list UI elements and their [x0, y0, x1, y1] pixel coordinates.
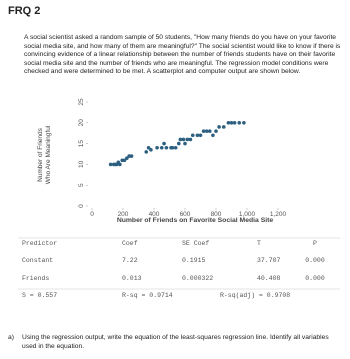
point: [226, 121, 231, 125]
y-tick-label: 5: [78, 183, 85, 187]
point: [242, 121, 246, 125]
table-cell: SE Coef: [182, 240, 209, 247]
point: [129, 154, 134, 158]
table-cell: Constant: [22, 257, 53, 264]
point: [155, 145, 159, 150]
point: [229, 121, 234, 125]
x-axis-title: Number of Friends on Favorite Social Med…: [117, 217, 274, 224]
y-tick-label: 20: [78, 119, 85, 127]
point: [237, 121, 242, 125]
table-cell: 0.013: [122, 275, 142, 282]
table-cell: Predictor: [22, 240, 57, 247]
point: [201, 129, 206, 133]
question-label: a): [8, 334, 14, 341]
point: [118, 162, 122, 167]
point: [177, 141, 181, 146]
point: [173, 145, 178, 150]
point: [190, 133, 195, 138]
table-cell: S = 0.557: [22, 292, 57, 299]
point: [221, 125, 226, 129]
point: [188, 137, 193, 142]
table-cell: R-sq(adj) = 0.9708: [220, 292, 290, 299]
scatterplot: 0 200 400 600 800 1,000 1,200 0 5 10 15 20 25 Number …: [18, 98, 340, 299]
table-cell: 40.408: [257, 275, 281, 282]
point: [146, 145, 151, 150]
table-cell: 0.000: [305, 275, 325, 282]
point: [198, 133, 203, 138]
point: [178, 137, 183, 142]
point: [162, 141, 166, 146]
point: [125, 156, 129, 160]
y-axis-title: Who Are Meaningful: [45, 125, 52, 184]
point: [149, 148, 153, 152]
table-cell: T: [257, 240, 261, 247]
table-cell: 0.000322: [182, 275, 213, 282]
y-axis-title: Number of Friends: [37, 127, 44, 182]
x-tick-label: 400: [149, 211, 160, 218]
x-tick-label: 600: [180, 211, 191, 218]
point: [232, 121, 237, 125]
point: [214, 129, 218, 133]
table-cell: 0.1915: [182, 257, 206, 264]
y-tick-label: 15: [78, 140, 85, 148]
point: [204, 129, 209, 133]
y-tick-label: 10: [78, 160, 85, 168]
x-tick-label: 0: [90, 211, 94, 218]
table-cell: 7.22: [122, 257, 138, 264]
point: [208, 129, 212, 133]
question: a) Using the regression output, write th…: [8, 334, 342, 351]
point: [211, 133, 215, 138]
point: [159, 145, 164, 150]
title: FRQ 2: [8, 5, 41, 17]
x-tick-label: 1,200: [270, 211, 287, 218]
point: [217, 125, 221, 129]
x-tick-label: 800: [211, 211, 222, 218]
point: [164, 145, 169, 150]
table-cell: 0.000: [305, 257, 325, 264]
point: [144, 150, 149, 154]
table-cell: Coef: [122, 240, 138, 247]
x-tick-label: 1,000: [239, 211, 256, 218]
point: [195, 133, 200, 138]
point: [108, 162, 113, 167]
paragraph: A social scientist asked a random sample…: [24, 34, 341, 76]
y-tick-label: 0: [78, 204, 85, 208]
x-tick-label: 200: [118, 211, 129, 218]
point: [185, 137, 190, 142]
table-cell: P: [313, 240, 317, 247]
point: [170, 145, 175, 150]
point: [183, 141, 187, 146]
y-tick-label: 25: [78, 98, 85, 106]
point: [181, 137, 186, 142]
question-text: Using the regression output, write the e…: [22, 334, 329, 350]
table-cell: 37.707: [257, 257, 281, 264]
table-cell: Friends: [22, 275, 49, 282]
point: [122, 158, 127, 163]
table-cell: R-sq = 0.9714: [122, 292, 173, 299]
